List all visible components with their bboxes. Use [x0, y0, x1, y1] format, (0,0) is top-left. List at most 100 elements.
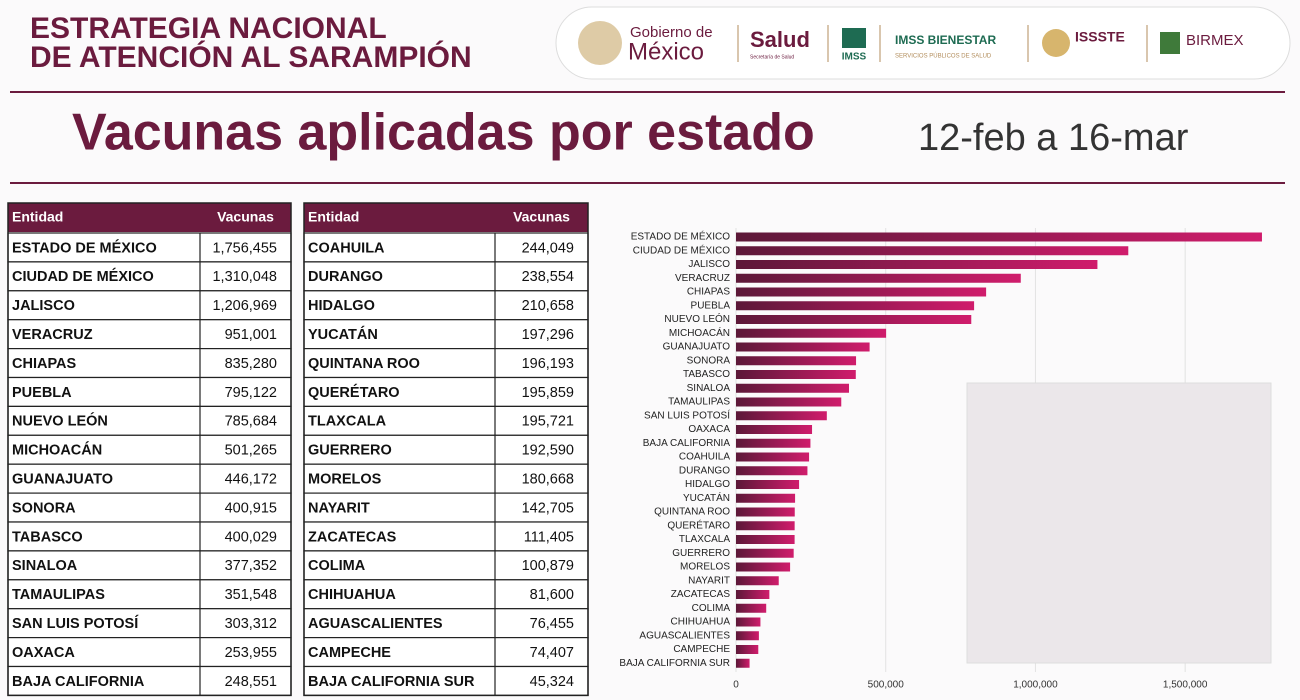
bar	[736, 535, 795, 544]
y-tick-label: DURANGO	[679, 465, 730, 476]
y-tick-label: OAXACA	[688, 424, 730, 435]
bar	[736, 287, 987, 297]
vaccine-count: 180,668	[522, 471, 574, 487]
vaccine-count: 253,955	[225, 645, 277, 661]
vaccine-count: 351,548	[225, 587, 277, 603]
y-tick-label: NUEVO LEÓN	[664, 312, 730, 325]
vaccine-count: 1,206,969	[212, 298, 277, 314]
vaccine-count: 81,600	[530, 587, 574, 603]
birmex-icon	[1160, 32, 1180, 54]
table-header	[8, 203, 291, 232]
vaccine-count: 196,193	[522, 356, 574, 372]
bar	[736, 328, 887, 338]
table-row	[303, 521, 589, 552]
y-tick-label: AGUASCALIENTES	[639, 630, 730, 641]
table-row	[7, 348, 292, 379]
entity-name: HIDALGO	[308, 298, 375, 314]
bar	[736, 576, 779, 586]
entity-name: CHIHUAHUA	[308, 587, 396, 603]
column-header: Entidad	[308, 209, 359, 225]
entity-name: TABASCO	[12, 529, 83, 545]
bar	[736, 301, 975, 311]
table-row	[7, 376, 292, 407]
y-tick-label: CHIHUAHUA	[671, 617, 731, 628]
bar	[736, 658, 750, 668]
column-header: Vacunas	[217, 209, 274, 225]
entity-name: CAMPECHE	[308, 645, 391, 661]
y-tick-label: CAMPECHE	[673, 644, 730, 655]
headline-period: 12-feb a 16-mar	[918, 117, 1189, 159]
vaccine-count: 501,265	[225, 443, 277, 459]
y-tick-label: MORELOS	[680, 562, 730, 573]
table-row	[7, 261, 292, 292]
bar	[736, 232, 1262, 242]
vaccine-count: 303,312	[225, 616, 277, 632]
entity-name: TLAXCALA	[308, 414, 387, 430]
bar	[736, 631, 759, 641]
entity-name: ESTADO DE MÉXICO	[12, 239, 157, 256]
bar	[736, 603, 767, 613]
vaccine-count: 142,705	[522, 500, 574, 516]
vaccine-count: 111,405	[524, 529, 574, 545]
y-tick-label: COLIMA	[692, 603, 731, 614]
vaccine-count: 197,296	[522, 327, 574, 343]
table-frame	[303, 202, 589, 697]
bar	[736, 452, 810, 462]
vaccine-count: 1,756,455	[212, 240, 277, 256]
y-tick-label: MICHOACÁN	[669, 326, 730, 339]
logo-text: Gobierno de	[630, 24, 713, 41]
table-header	[304, 203, 588, 232]
vaccine-count: 785,684	[225, 414, 277, 430]
bar	[736, 466, 808, 476]
table-row	[7, 405, 292, 436]
bar	[736, 342, 870, 352]
bar	[736, 273, 1021, 283]
y-tick-label: TAMAULIPAS	[668, 397, 730, 408]
column-header: Entidad	[12, 209, 63, 225]
logo-text: BIRMEX	[1186, 32, 1244, 49]
entity-name: GUERRERO	[308, 443, 392, 459]
entity-name: YUCATÁN	[308, 326, 378, 343]
y-tick-label: NAYARIT	[688, 575, 730, 586]
table-row	[303, 608, 589, 639]
header-title: DE ATENCIÓN AL SARAMPIÓN	[30, 40, 472, 74]
entity-name: JALISCO	[12, 298, 75, 314]
bar	[736, 617, 761, 627]
bar	[736, 562, 791, 572]
vaccine-count: 400,029	[225, 529, 277, 545]
vaccine-count: 74,407	[530, 645, 574, 661]
y-tick-label: SINALOA	[687, 383, 731, 394]
vaccine-count: 238,554	[522, 269, 574, 285]
x-tick-label: 1,000,000	[1013, 680, 1058, 691]
x-tick-label: 0	[733, 680, 739, 691]
entity-name: GUANAJUATO	[12, 471, 113, 487]
entity-name: BAJA CALIFORNIA SUR	[308, 674, 475, 690]
entity-name: QUERÉTARO	[308, 384, 400, 401]
bar	[736, 521, 795, 531]
bar	[736, 507, 795, 517]
vaccine-count: 100,879	[522, 558, 574, 574]
y-tick-label: VERACRUZ	[675, 273, 730, 284]
bar	[736, 397, 842, 407]
entity-name: SINALOA	[12, 558, 78, 574]
y-tick-label: TLAXCALA	[679, 534, 730, 545]
table-row	[7, 463, 292, 494]
y-tick-label: BAJA CALIFORNIA	[643, 438, 731, 449]
bar	[736, 411, 827, 421]
y-tick-label: CIUDAD DE MÉXICO	[633, 243, 730, 256]
bar	[736, 383, 849, 393]
tables: Entidad Vacunas ESTADO DE MÉXICO 1,756,455 C…	[7, 202, 589, 697]
emblem	[578, 21, 622, 65]
entity-name: AGUASCALIENTES	[308, 616, 443, 632]
y-tick-label: ZACATECAS	[671, 589, 731, 600]
entity-name: SONORA	[12, 500, 76, 516]
y-tick-label: CHIAPAS	[687, 287, 730, 298]
entity-name: QUINTANA ROO	[308, 356, 420, 372]
table-row	[7, 232, 292, 263]
table-frame	[7, 202, 292, 697]
entity-name: COLIMA	[308, 558, 366, 574]
bar	[736, 438, 811, 448]
header-title: ESTRATEGIA NACIONAL	[30, 12, 387, 45]
logo-text: ISSSTE	[1075, 29, 1125, 45]
y-tick-label: PUEBLA	[691, 300, 731, 311]
